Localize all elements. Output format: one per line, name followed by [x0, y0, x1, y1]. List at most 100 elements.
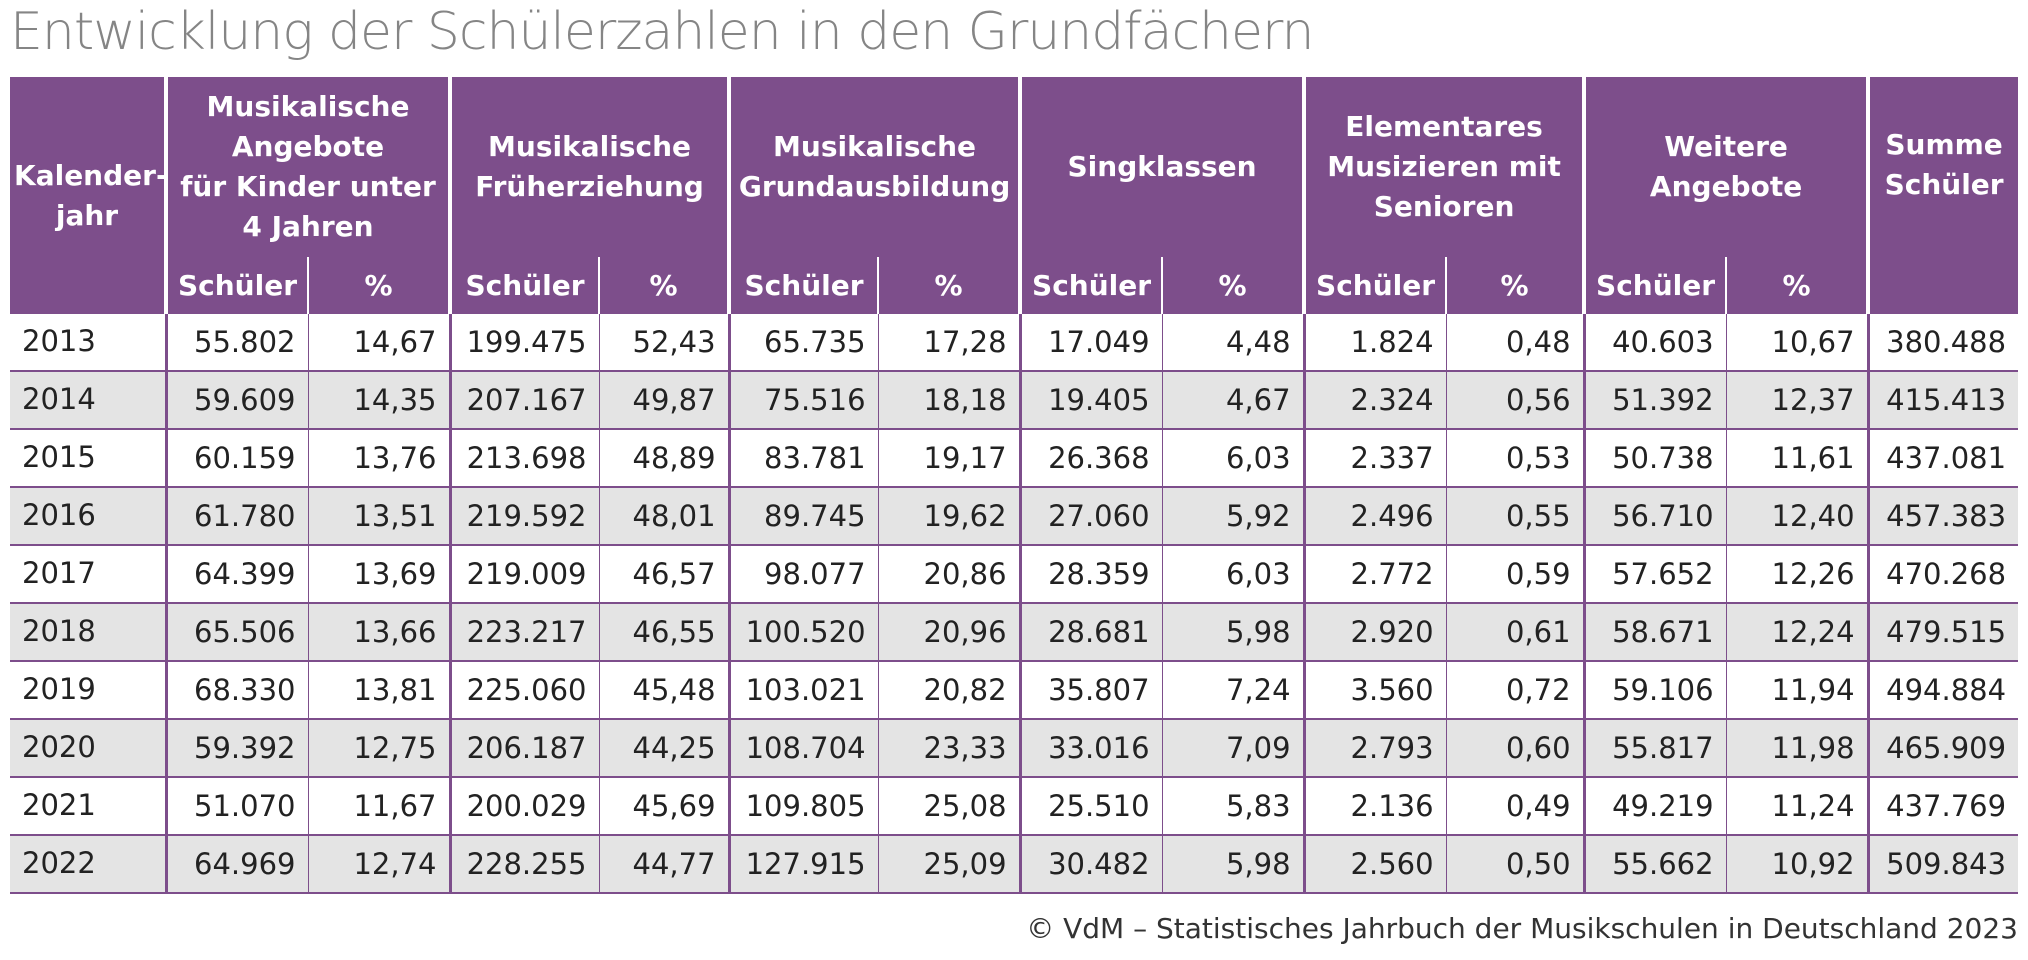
cell-sum: 457.383 — [1866, 487, 2019, 546]
cell-students: 219.592 — [448, 487, 600, 546]
cell-percent: 18,18 — [877, 371, 1021, 430]
cell-sum: 415.413 — [1866, 371, 2019, 430]
cell-percent: 0,60 — [1445, 719, 1585, 778]
cell-percent: 5,83 — [1161, 777, 1305, 836]
subheader-students: Schüler — [164, 257, 308, 314]
cell-percent: 25,08 — [877, 777, 1021, 836]
data-table: Kalender- jahr Musikalische Angebote für… — [10, 77, 2019, 894]
cell-students: 57.652 — [1582, 545, 1727, 604]
cell-percent: 46,55 — [598, 603, 730, 662]
cell-year: 2015 — [10, 429, 166, 488]
cell-students: 219.009 — [448, 545, 600, 604]
cell-percent: 10,67 — [1725, 314, 1869, 372]
subheader-students: Schüler — [1018, 257, 1163, 314]
cell-students: 223.217 — [448, 603, 600, 662]
cell-students: 98.077 — [727, 545, 879, 604]
cell-percent: 12,24 — [1725, 603, 1869, 662]
cell-sum: 470.268 — [1866, 545, 2019, 604]
cell-percent: 12,40 — [1725, 487, 1869, 546]
header-group-frueherziehung: Musikalische Früherziehung — [448, 77, 730, 257]
cell-percent: 10,92 — [1725, 835, 1869, 894]
cell-year: 2022 — [10, 835, 166, 894]
cell-students: 2.793 — [1302, 719, 1447, 778]
cell-students: 89.745 — [727, 487, 879, 546]
header-group-senioren: Elementares Musizieren mit Senioren — [1302, 77, 1585, 257]
cell-percent: 0,50 — [1445, 835, 1585, 894]
cell-students: 68.330 — [164, 661, 308, 720]
cell-percent: 5,98 — [1161, 835, 1305, 894]
cell-percent: 13,69 — [307, 545, 451, 604]
cell-students: 207.167 — [448, 371, 600, 430]
cell-students: 28.681 — [1018, 603, 1163, 662]
cell-percent: 45,48 — [598, 661, 730, 720]
cell-students: 2.496 — [1302, 487, 1447, 546]
cell-percent: 14,67 — [307, 314, 451, 372]
header-row-sub: Schüler % Schüler % Schüler % Schüler % … — [10, 257, 2018, 314]
cell-sum: 437.081 — [1866, 429, 2019, 488]
cell-percent: 20,96 — [877, 603, 1021, 662]
cell-students: 2.560 — [1302, 835, 1447, 894]
table-row: 2015 60.159 13,76 213.698 48,89 83.781 19,17 26… — [10, 429, 2019, 488]
subheader-percent: % — [877, 257, 1021, 314]
cell-students: 26.368 — [1018, 429, 1163, 488]
table-row: 2016 61.780 13,51 219.592 48,01 89.745 19,62 27… — [10, 487, 2019, 546]
cell-students: 28.359 — [1018, 545, 1163, 604]
cell-students: 65.506 — [164, 603, 308, 662]
subheader-percent: % — [598, 257, 730, 314]
header-sum: Summe Schüler — [1866, 77, 2019, 314]
cell-percent: 5,98 — [1161, 603, 1305, 662]
cell-students: 59.609 — [164, 371, 308, 430]
cell-students: 109.805 — [727, 777, 879, 836]
cell-students: 55.802 — [164, 314, 308, 372]
cell-students: 2.324 — [1302, 371, 1447, 430]
cell-students: 59.392 — [164, 719, 308, 778]
cell-percent: 12,75 — [307, 719, 451, 778]
table-row: 2013 55.802 14,67 199.475 52,43 65.735 17,28 17… — [10, 314, 2019, 372]
table-row: 2019 68.330 13,81 225.060 45,48 103.021 20,82 3… — [10, 661, 2019, 720]
table-body: 2013 55.802 14,67 199.475 52,43 65.735 17,28 17… — [10, 314, 2019, 894]
cell-students: 64.399 — [164, 545, 308, 604]
cell-percent: 14,35 — [307, 371, 451, 430]
cell-percent: 49,87 — [598, 371, 730, 430]
cell-percent: 13,81 — [307, 661, 451, 720]
cell-percent: 7,09 — [1161, 719, 1305, 778]
cell-students: 51.070 — [164, 777, 308, 836]
cell-sum: 380.488 — [1866, 314, 2019, 372]
table-row: 2021 51.070 11,67 200.029 45,69 109.805 25,08 2… — [10, 777, 2019, 836]
cell-students: 33.016 — [1018, 719, 1163, 778]
cell-students: 2.337 — [1302, 429, 1447, 488]
cell-percent: 12,74 — [307, 835, 451, 894]
cell-students: 25.510 — [1018, 777, 1163, 836]
subheader-percent: % — [306, 257, 451, 314]
cell-percent: 13,51 — [307, 487, 451, 546]
cell-percent: 0,59 — [1445, 545, 1585, 604]
cell-percent: 6,03 — [1161, 429, 1305, 488]
cell-percent: 46,57 — [598, 545, 730, 604]
cell-percent: 0,49 — [1445, 777, 1585, 836]
cell-percent: 11,61 — [1725, 429, 1869, 488]
cell-year: 2013 — [10, 314, 166, 372]
cell-percent: 11,24 — [1725, 777, 1869, 836]
cell-students: 19.405 — [1018, 371, 1163, 430]
cell-percent: 44,25 — [598, 719, 730, 778]
table-row: 2014 59.609 14,35 207.167 49,87 75.516 18,18 19… — [10, 371, 2019, 430]
subheader-students: Schüler — [1302, 257, 1447, 314]
cell-percent: 0,55 — [1445, 487, 1585, 546]
cell-percent: 6,03 — [1161, 545, 1305, 604]
subheader-percent: % — [1161, 257, 1305, 314]
cell-year: 2019 — [10, 661, 166, 720]
cell-students: 206.187 — [448, 719, 600, 778]
cell-percent: 20,86 — [877, 545, 1021, 604]
cell-sum: 479.515 — [1866, 603, 2019, 662]
header-year: Kalender- jahr — [10, 77, 168, 314]
subheader-percent: % — [1445, 257, 1585, 314]
subheader-percent: % — [1725, 257, 1869, 314]
page-title: Entwicklung der Schülerzahlen in den Gru… — [10, 2, 1314, 62]
cell-students: 64.969 — [164, 835, 308, 894]
cell-students: 1.824 — [1302, 314, 1447, 372]
cell-percent: 7,24 — [1161, 661, 1305, 720]
cell-percent: 0,72 — [1445, 661, 1585, 720]
cell-students: 59.106 — [1582, 661, 1727, 720]
cell-year: 2021 — [10, 777, 166, 836]
subheader-students: Schüler — [1582, 257, 1727, 314]
